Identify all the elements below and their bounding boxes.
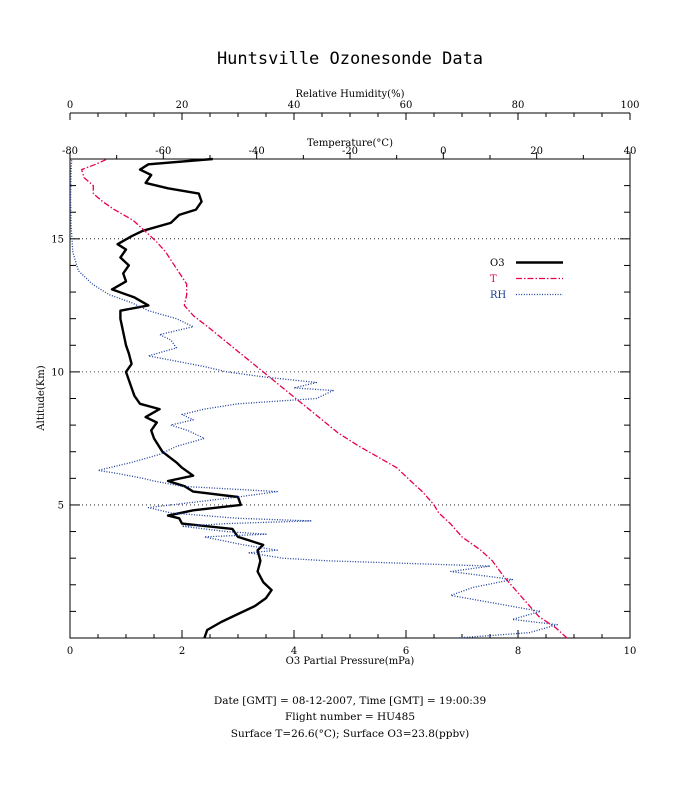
- altitude-axis-label: Altitude(Km): [36, 365, 47, 431]
- series-group: [69, 157, 568, 639]
- o3-axis: 0 2 4 6 8 10: [67, 630, 637, 657]
- altitude-tick-label: 10: [51, 367, 64, 378]
- temp-tick-label: -40: [249, 146, 265, 157]
- grid-lines: [70, 238, 630, 506]
- rh-tick-label: 20: [176, 100, 189, 111]
- o3-tick-label: 10: [624, 646, 637, 657]
- rh-tick-label: 40: [288, 100, 301, 111]
- temp-tick-label: 20: [530, 146, 543, 157]
- altitude-tick-label: 15: [51, 234, 64, 245]
- altitude-axis: 5 10 15: [51, 185, 630, 612]
- temp-axis-label: Temperature(°C): [307, 138, 393, 149]
- footer-date-time: Date [GMT] = 08-12-2007, Time [GMT] = 19…: [214, 695, 486, 707]
- series-line-t: [81, 158, 568, 639]
- rh-tick-label: 80: [512, 100, 525, 111]
- rh-tick-label: 0: [67, 100, 73, 111]
- temp-tick-label: 40: [624, 146, 637, 157]
- o3-axis-label: O3 Partial Pressure(mPa): [286, 656, 415, 667]
- o3-tick-label: 4: [291, 646, 297, 657]
- plot-frame: [69, 158, 631, 639]
- o3-tick-label: 0: [67, 646, 73, 657]
- legend-label-t: T: [490, 274, 497, 285]
- temp-tick-label: 0: [440, 146, 446, 157]
- legend: O3 T RH: [490, 258, 563, 301]
- temp-tick-label: -60: [155, 146, 171, 157]
- series-line-o3: [110, 157, 273, 639]
- chart-title: Huntsville Ozonesonde Data: [217, 49, 483, 69]
- rh-axis: 0 20 40 60 80 100: [67, 100, 640, 120]
- footer-surface-values: Surface T=26.6(°C); Surface O3=23.8(ppbv…: [231, 728, 469, 740]
- temp-tick-label: -80: [62, 146, 78, 157]
- temp-tick-label: -20: [342, 146, 358, 157]
- rh-tick-label: 100: [620, 100, 639, 111]
- rh-tick-label: 60: [400, 100, 413, 111]
- legend-label-rh: RH: [490, 290, 507, 301]
- rh-axis-label: Relative Humidity(%): [296, 89, 405, 100]
- legend-label-o3: O3: [490, 258, 505, 269]
- altitude-tick-label: 5: [58, 500, 64, 511]
- footer-flight-number: Flight number = HU485: [285, 711, 415, 723]
- temp-axis: -80 -60 -40 -20 0 20 40: [62, 146, 636, 159]
- o3-tick-label: 8: [515, 646, 521, 657]
- o3-tick-label: 6: [403, 646, 409, 657]
- o3-tick-label: 2: [179, 646, 185, 657]
